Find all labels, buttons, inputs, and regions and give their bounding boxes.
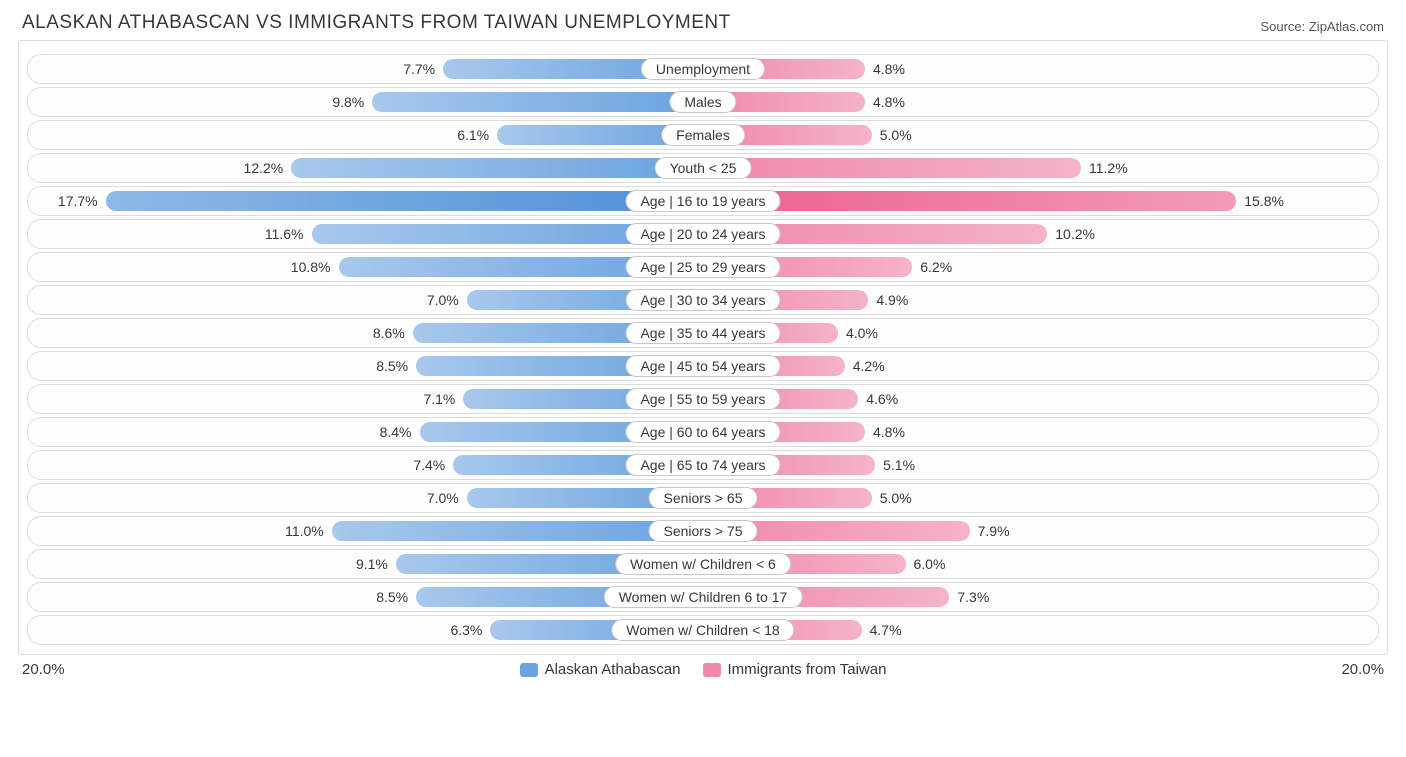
chart-source: Source: ZipAtlas.com (1260, 19, 1384, 34)
chart-row: 7.0% 5.0% Seniors > 65 (27, 483, 1379, 513)
value-left: 7.1% (423, 391, 455, 407)
value-left: 7.7% (403, 61, 435, 77)
chart-row: 8.5% 7.3% Women w/ Children 6 to 17 (27, 582, 1379, 612)
category-label: Females (661, 124, 745, 146)
value-left: 9.1% (356, 556, 388, 572)
category-label: Women w/ Children 6 to 17 (604, 586, 803, 608)
value-left: 8.5% (376, 358, 408, 374)
category-label: Age | 30 to 34 years (625, 289, 780, 311)
value-left: 17.7% (58, 193, 98, 209)
bar-left (106, 191, 703, 211)
value-right: 5.0% (880, 490, 912, 506)
value-right: 6.0% (914, 556, 946, 572)
category-label: Seniors > 75 (649, 520, 758, 542)
chart-row: 10.8% 6.2% Age | 25 to 29 years (27, 252, 1379, 282)
value-right: 4.9% (876, 292, 908, 308)
value-right: 15.8% (1244, 193, 1284, 209)
bar-left (332, 521, 703, 541)
value-left: 9.8% (332, 94, 364, 110)
category-label: Age | 55 to 59 years (625, 388, 780, 410)
value-right: 4.6% (866, 391, 898, 407)
value-right: 4.8% (873, 424, 905, 440)
axis-max-left: 20.0% (18, 661, 520, 678)
chart-row: 6.3% 4.7% Women w/ Children < 18 (27, 615, 1379, 645)
legend-swatch-right-icon (703, 663, 721, 677)
chart-row: 8.4% 4.8% Age | 60 to 64 years (27, 417, 1379, 447)
legend-label-left: Alaskan Athabascan (545, 661, 681, 678)
category-label: Seniors > 65 (649, 487, 758, 509)
value-left: 12.2% (244, 160, 284, 176)
chart-row: 11.0% 7.9% Seniors > 75 (27, 516, 1379, 546)
category-label: Age | 35 to 44 years (625, 322, 780, 344)
axis-max-right: 20.0% (886, 661, 1388, 678)
bar-right (703, 191, 1236, 211)
value-left: 8.6% (373, 325, 405, 341)
value-right: 4.7% (870, 622, 902, 638)
value-right: 5.1% (883, 457, 915, 473)
legend-label-right: Immigrants from Taiwan (728, 661, 887, 678)
value-left: 11.0% (285, 523, 324, 539)
chart-row: 11.6% 10.2% Age | 20 to 24 years (27, 219, 1379, 249)
category-label: Youth < 25 (655, 157, 752, 179)
category-label: Age | 45 to 54 years (625, 355, 780, 377)
legend: Alaskan Athabascan Immigrants from Taiwa… (520, 661, 887, 678)
value-left: 7.0% (427, 292, 459, 308)
value-right: 6.2% (920, 259, 952, 275)
value-left: 7.4% (413, 457, 445, 473)
chart-row: 7.4% 5.1% Age | 65 to 74 years (27, 450, 1379, 480)
chart-row: 7.0% 4.9% Age | 30 to 34 years (27, 285, 1379, 315)
value-right: 4.8% (873, 61, 905, 77)
value-right: 7.9% (978, 523, 1010, 539)
bar-left (291, 158, 703, 178)
bar-left (372, 92, 703, 112)
chart-row: 8.5% 4.2% Age | 45 to 54 years (27, 351, 1379, 381)
value-right: 7.3% (957, 589, 989, 605)
value-left: 8.5% (376, 589, 408, 605)
value-left: 6.3% (450, 622, 482, 638)
value-left: 7.0% (427, 490, 459, 506)
value-right: 11.2% (1089, 160, 1128, 176)
chart-row: 6.1% 5.0% Females (27, 120, 1379, 150)
value-right: 5.0% (880, 127, 912, 143)
legend-item-right: Immigrants from Taiwan (703, 661, 887, 678)
value-right: 4.8% (873, 94, 905, 110)
value-left: 11.6% (265, 226, 304, 242)
chart-header: ALASKAN ATHABASCAN VS IMMIGRANTS FROM TA… (18, 12, 1388, 40)
chart-row: 7.7% 4.8% Unemployment (27, 54, 1379, 84)
chart-footer: 20.0% Alaskan Athabascan Immigrants from… (18, 661, 1388, 678)
chart-row: 12.2% 11.2% Youth < 25 (27, 153, 1379, 183)
chart-row: 9.1% 6.0% Women w/ Children < 6 (27, 549, 1379, 579)
legend-swatch-left-icon (520, 663, 538, 677)
category-label: Women w/ Children < 18 (611, 619, 794, 641)
value-left: 6.1% (457, 127, 489, 143)
bar-right (703, 158, 1081, 178)
category-label: Unemployment (641, 58, 765, 80)
category-label: Age | 60 to 64 years (625, 421, 780, 443)
value-right: 4.2% (853, 358, 885, 374)
chart-row: 17.7% 15.8% Age | 16 to 19 years (27, 186, 1379, 216)
chart-title: ALASKAN ATHABASCAN VS IMMIGRANTS FROM TA… (22, 12, 731, 34)
value-left: 10.8% (291, 259, 331, 275)
category-label: Age | 65 to 74 years (625, 454, 780, 476)
category-label: Males (669, 91, 736, 113)
category-label: Women w/ Children < 6 (615, 553, 791, 575)
category-label: Age | 25 to 29 years (625, 256, 780, 278)
chart-row: 7.1% 4.6% Age | 55 to 59 years (27, 384, 1379, 414)
diverging-bar-chart: 7.7% 4.8% Unemployment 9.8% 4.8% Males 6.1% 5.0… (18, 40, 1388, 655)
category-label: Age | 20 to 24 years (625, 223, 780, 245)
value-right: 4.0% (846, 325, 878, 341)
chart-row: 9.8% 4.8% Males (27, 87, 1379, 117)
chart-row: 8.6% 4.0% Age | 35 to 44 years (27, 318, 1379, 348)
value-left: 8.4% (380, 424, 412, 440)
legend-item-left: Alaskan Athabascan (520, 661, 681, 678)
category-label: Age | 16 to 19 years (625, 190, 780, 212)
value-right: 10.2% (1055, 226, 1095, 242)
